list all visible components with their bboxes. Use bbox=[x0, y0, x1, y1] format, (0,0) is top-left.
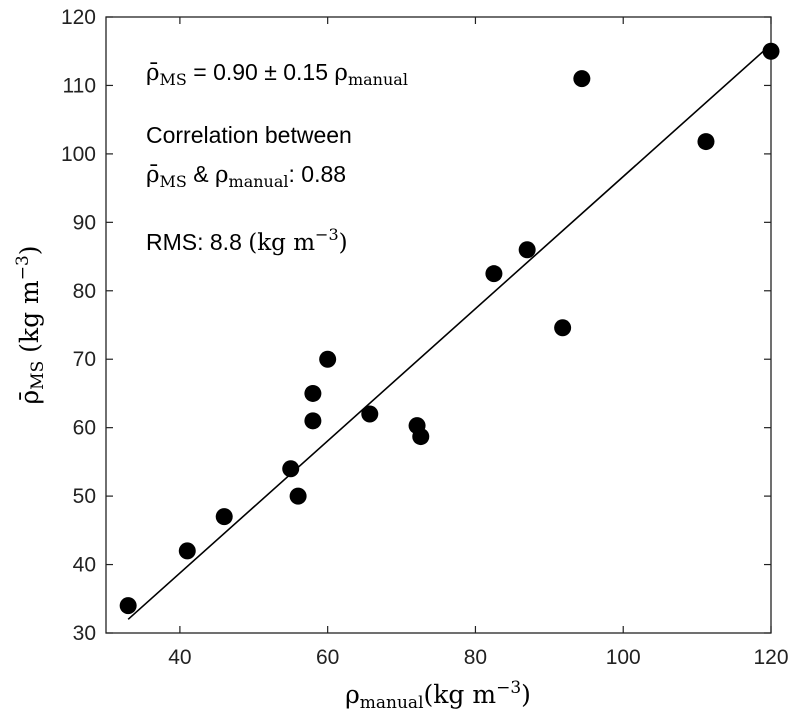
equation-rho: ρ bbox=[334, 60, 348, 86]
y-tick-label: 70 bbox=[73, 348, 96, 371]
correlation-annotation-line1: Correlation between bbox=[146, 122, 352, 148]
equation-symbol-subscript: MS bbox=[160, 70, 187, 89]
correlation-amp: & bbox=[187, 161, 215, 187]
correlation-symbol-subscript: MS bbox=[160, 172, 187, 191]
y-tick-label: 80 bbox=[73, 280, 96, 303]
correlation-value: : 0.88 bbox=[289, 161, 347, 187]
correlation-annotation-line2: ρ̄MS & ρmanual: 0.88 bbox=[146, 161, 346, 191]
rms-units: (kg m bbox=[248, 230, 315, 256]
data-point bbox=[573, 70, 591, 88]
x-tick-label: 60 bbox=[316, 646, 339, 669]
data-point bbox=[119, 597, 137, 615]
data-point bbox=[554, 319, 572, 337]
x-axis-close: ) bbox=[521, 680, 531, 709]
data-point bbox=[485, 265, 503, 283]
rms-label: RMS: 8.8 bbox=[146, 229, 248, 255]
fit-line-group bbox=[127, 43, 772, 620]
x-axis-subscript: manual bbox=[360, 693, 424, 711]
y-axis-exponent: −3 bbox=[13, 255, 33, 280]
fit-line bbox=[127, 43, 772, 620]
rms-exponent: −3 bbox=[315, 225, 339, 244]
plot-frame bbox=[105, 16, 772, 634]
y-tick-label: 90 bbox=[73, 211, 96, 234]
axis-ticks: 40 60 80 100 120 30 40 50 60 70 80 90 100 110 120 bbox=[61, 6, 789, 669]
data-point bbox=[697, 133, 715, 151]
data-point bbox=[178, 542, 196, 560]
data-point bbox=[518, 241, 536, 259]
x-axis-exponent: −3 bbox=[496, 678, 521, 698]
equation-symbol: ρ̄ bbox=[146, 60, 160, 86]
equation-text: = 0.90 ± 0.15 bbox=[187, 59, 335, 85]
x-tick-label: 100 bbox=[606, 646, 641, 669]
x-tick-label: 120 bbox=[753, 646, 788, 669]
correlation-rho: ρ bbox=[215, 162, 229, 188]
y-tick-label: 110 bbox=[63, 74, 96, 97]
rms-annotation: RMS: 8.8 (kg m−3) bbox=[146, 225, 348, 256]
x-axis-units: (kg m bbox=[424, 680, 497, 709]
correlation-symbol: ρ̄ bbox=[146, 162, 160, 188]
y-tick-label: 50 bbox=[73, 485, 96, 508]
x-axis-label: ρmanual(kg m−3) bbox=[345, 678, 531, 711]
data-point bbox=[762, 42, 780, 60]
data-point bbox=[304, 412, 322, 430]
rms-close: ) bbox=[339, 230, 348, 256]
equation-rho-subscript: manual bbox=[348, 70, 408, 89]
y-axis-close: ) bbox=[15, 245, 44, 255]
x-tick-label: 80 bbox=[464, 646, 487, 669]
x-tick-label: 40 bbox=[168, 646, 191, 669]
x-axis-symbol: ρ bbox=[345, 680, 360, 709]
y-axis-units: (kg m bbox=[15, 280, 44, 361]
y-axis-subscript: MS bbox=[28, 361, 48, 390]
data-point bbox=[289, 487, 307, 505]
y-tick-label: 30 bbox=[73, 622, 96, 645]
y-tick-label: 60 bbox=[73, 417, 96, 440]
correlation-rho-subscript: manual bbox=[229, 172, 289, 191]
y-tick-label: 40 bbox=[73, 554, 96, 577]
data-point bbox=[412, 428, 430, 446]
data-point bbox=[215, 508, 233, 526]
equation-annotation: ρ̄MS = 0.90 ± 0.15 ρmanual bbox=[146, 59, 408, 89]
y-axis-symbol: ρ̄ bbox=[15, 390, 44, 405]
y-tick-label: 120 bbox=[61, 6, 96, 29]
y-tick-label: 100 bbox=[61, 143, 96, 166]
data-point bbox=[319, 350, 337, 368]
y-axis-label: ρ̄MS (kg m−3) bbox=[13, 245, 48, 404]
data-points bbox=[119, 42, 780, 615]
data-point bbox=[282, 460, 300, 478]
data-point bbox=[304, 384, 322, 402]
data-point bbox=[361, 405, 379, 423]
